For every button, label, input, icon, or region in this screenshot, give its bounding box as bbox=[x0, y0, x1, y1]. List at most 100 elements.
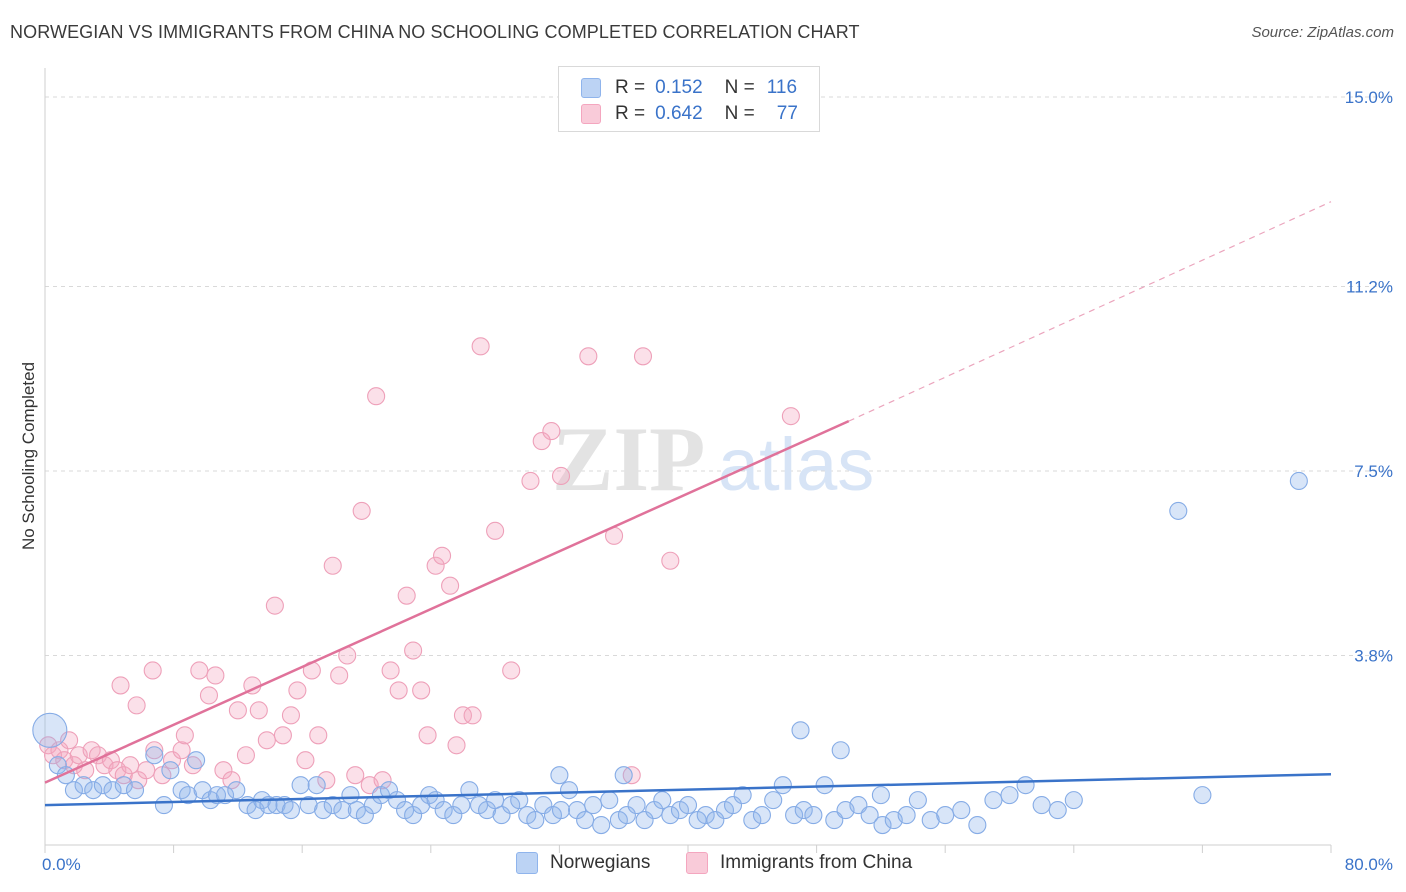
china-point bbox=[288, 681, 307, 700]
norwegian-point bbox=[103, 781, 122, 800]
norwegian-point bbox=[323, 796, 342, 815]
norwegian-point bbox=[1048, 801, 1067, 820]
norwegian-point bbox=[74, 776, 93, 795]
china-point bbox=[199, 686, 219, 705]
china-point bbox=[257, 731, 276, 750]
legend-swatch-pink bbox=[581, 104, 601, 124]
china-point bbox=[281, 706, 300, 725]
china-point bbox=[114, 766, 133, 785]
china-point bbox=[145, 741, 164, 760]
china-point bbox=[172, 741, 191, 760]
norwegian-point bbox=[653, 791, 672, 810]
norwegian-point bbox=[897, 806, 916, 825]
china-point bbox=[317, 771, 336, 790]
trend-lines bbox=[44, 201, 1332, 807]
norwegian-point bbox=[32, 712, 68, 748]
legend-n-value: 77 bbox=[776, 103, 798, 124]
norwegian-point bbox=[299, 796, 318, 815]
china-point bbox=[418, 726, 437, 745]
china-point bbox=[236, 746, 255, 765]
china-trend-extension bbox=[848, 201, 1332, 422]
series-swatch-blue bbox=[516, 852, 538, 874]
norwegian-point bbox=[434, 801, 453, 820]
china-point bbox=[111, 676, 130, 695]
china-point bbox=[521, 471, 540, 491]
norwegian-point bbox=[678, 796, 698, 815]
norwegian-point bbox=[526, 811, 545, 830]
legend-row-china: R = 0.642 N = 77 bbox=[581, 101, 798, 127]
china-point bbox=[121, 756, 140, 775]
norwegian-point bbox=[510, 791, 529, 810]
grid-layer bbox=[45, 96, 1392, 657]
china-point bbox=[273, 726, 292, 745]
series-swatch-pink bbox=[686, 852, 708, 874]
china-point bbox=[463, 706, 482, 725]
y-tick-label: 3.8% bbox=[1354, 647, 1393, 666]
norwegian-point bbox=[179, 786, 198, 805]
norwegian-point bbox=[227, 781, 246, 800]
china-point bbox=[502, 661, 521, 680]
norwegian-point bbox=[791, 721, 810, 740]
china-point bbox=[453, 706, 473, 725]
norwegian-point bbox=[576, 811, 595, 830]
china-point bbox=[249, 701, 268, 720]
china-trend-line bbox=[44, 419, 850, 784]
china-point bbox=[39, 736, 58, 755]
china-point bbox=[447, 736, 466, 755]
china-point bbox=[471, 337, 490, 356]
norwegian-point bbox=[617, 806, 636, 825]
legend-r-label: R = bbox=[615, 77, 646, 98]
norwegian-point bbox=[145, 746, 164, 765]
norwegian-point bbox=[1016, 776, 1035, 795]
watermark-zip: ZIP bbox=[552, 408, 705, 510]
norwegian-point bbox=[804, 806, 823, 825]
norwegian-point bbox=[333, 801, 352, 820]
norwegian-point bbox=[452, 796, 471, 815]
y-tick-label: 7.5% bbox=[1354, 462, 1393, 481]
norwegian-point bbox=[952, 801, 971, 820]
chart-title: NORWEGIAN VS IMMIGRANTS FROM CHINA NO SC… bbox=[10, 22, 860, 42]
china-point bbox=[397, 586, 416, 605]
series-legend: Norwegians Immigrants from China bbox=[0, 852, 1406, 878]
norwegian-point bbox=[584, 796, 603, 815]
china-point bbox=[441, 576, 460, 595]
norwegian-point bbox=[1064, 791, 1083, 810]
norwegian-point bbox=[627, 796, 646, 815]
norwegian-point bbox=[64, 781, 83, 800]
norwegian-point bbox=[534, 796, 553, 815]
axis-layer: 3.8% 7.5% 11.2% 15.0% 0.0% 80.0% bbox=[42, 68, 1393, 874]
china-point bbox=[323, 556, 342, 575]
china-point bbox=[137, 761, 156, 780]
norwegian-point bbox=[984, 791, 1003, 810]
norwegian-point bbox=[764, 791, 783, 810]
norwegian-point bbox=[921, 811, 940, 830]
china-point bbox=[60, 731, 79, 750]
norwegian-point bbox=[1000, 786, 1019, 805]
china-point bbox=[542, 422, 561, 441]
norwegian-point bbox=[114, 776, 133, 795]
china-point bbox=[579, 347, 598, 366]
x-tick-label: 80.0% bbox=[1345, 855, 1393, 874]
china-point bbox=[265, 596, 284, 615]
norwegian-point bbox=[600, 791, 619, 810]
norwegian-point bbox=[635, 811, 654, 830]
norwegian-point bbox=[733, 786, 752, 805]
china-point bbox=[486, 521, 505, 540]
norwegian-point bbox=[794, 801, 813, 820]
norwegian-point bbox=[873, 816, 892, 835]
china-point bbox=[433, 546, 452, 565]
series-legend-label: Immigrants from China bbox=[720, 852, 913, 873]
china-point bbox=[183, 756, 202, 775]
china-point bbox=[228, 701, 247, 720]
y-tick-label: 11.2% bbox=[1346, 277, 1393, 296]
norwegian-point bbox=[592, 816, 611, 835]
norwegian-point bbox=[281, 801, 300, 820]
legend-row-norwegians: R = 0.152 N = 116 bbox=[581, 75, 797, 101]
series-legend-norwegians: Norwegians bbox=[516, 852, 650, 874]
china-point bbox=[633, 347, 653, 366]
norwegian-point bbox=[291, 776, 310, 795]
china-point bbox=[330, 666, 349, 685]
norwegian-point bbox=[125, 781, 145, 800]
norwegian-point bbox=[559, 781, 579, 800]
